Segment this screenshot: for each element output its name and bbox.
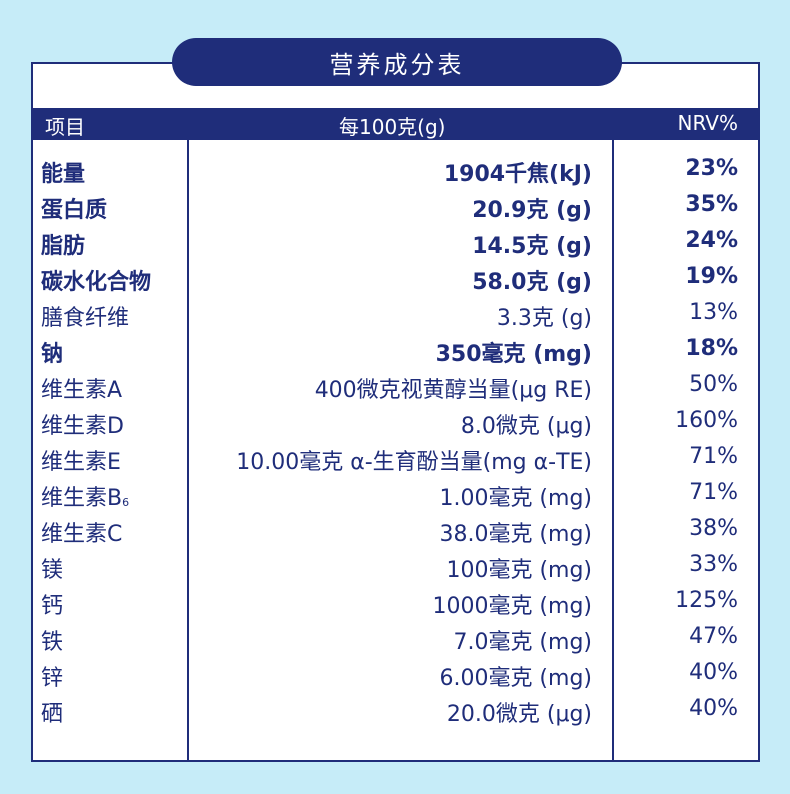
row-name: 钙: [41, 594, 64, 619]
table-row: 钠 350毫克 (mg) 18%: [31, 334, 760, 370]
row-amount: 3.3克 (g): [496, 306, 592, 331]
table-row: 脂肪 14.5克 (g) 24%: [31, 226, 760, 262]
row-name: 维生素D: [41, 414, 124, 439]
row-nrv: 18%: [685, 336, 738, 361]
row-amount: 8.0微克 (μg): [460, 414, 592, 439]
nutrition-table-panel: [31, 62, 760, 762]
row-name: 维生素C: [41, 522, 123, 547]
table-row: 碳水化合物 58.0克 (g) 19%: [31, 262, 760, 298]
table-title: 营养成分表: [172, 38, 622, 86]
row-name-subscript: 6: [122, 496, 130, 509]
row-name: 能量: [41, 162, 86, 187]
row-nrv: 160%: [675, 408, 738, 433]
row-amount: 20.0微克 (μg): [446, 702, 592, 727]
row-amount: 350毫克 (mg): [435, 342, 592, 367]
table-row: 钙 1000毫克 (mg) 125%: [31, 586, 760, 622]
row-name: 锌: [41, 666, 64, 691]
table-row: 锌 6.00毫克 (mg) 40%: [31, 658, 760, 694]
row-amount: 100毫克 (mg): [446, 558, 592, 583]
table-title-text: 营养成分表: [329, 50, 465, 79]
table-row: 维生素D 8.0微克 (μg) 160%: [31, 406, 760, 442]
header-nrv: NRV%: [677, 111, 738, 135]
row-name: 硒: [41, 702, 64, 727]
row-nrv: 33%: [689, 552, 738, 577]
header-amount: 每100克(g): [339, 115, 446, 139]
row-nrv: 13%: [689, 300, 738, 325]
row-amount: 38.0毫克 (mg): [439, 522, 592, 547]
row-nrv: 19%: [685, 264, 738, 289]
row-nrv: 23%: [685, 156, 738, 181]
row-amount: 20.9克 (g): [472, 198, 592, 223]
row-amount: 7.0毫克 (mg): [453, 630, 592, 655]
header-item: 项目: [45, 115, 85, 139]
row-nrv: 50%: [689, 372, 738, 397]
row-nrv: 24%: [685, 228, 738, 253]
row-name: 脂肪: [41, 234, 86, 259]
row-amount: 58.0克 (g): [472, 270, 592, 295]
row-nrv: 125%: [675, 588, 738, 613]
row-amount: 1.00毫克 (mg): [439, 486, 592, 511]
table-row: 维生素A 400微克视黄醇当量(μg RE) 50%: [31, 370, 760, 406]
column-divider-1: [187, 140, 189, 762]
row-amount: 1000毫克 (mg): [432, 594, 592, 619]
row-amount: 14.5克 (g): [472, 234, 592, 259]
row-name: 维生素A: [41, 378, 123, 403]
row-name: 碳水化合物: [41, 270, 152, 295]
table-row: 维生素E 10.00毫克 α-生育酚当量(mg α-TE) 71%: [31, 442, 760, 478]
row-amount: 400微克视黄醇当量(μg RE): [314, 378, 592, 403]
table-row: 维生素B6 1.00毫克 (mg) 71%: [31, 478, 760, 514]
row-nrv: 47%: [689, 624, 738, 649]
table-row: 硒 20.0微克 (μg) 40%: [31, 694, 760, 730]
column-divider-2: [612, 140, 614, 762]
row-name: 维生素E: [41, 450, 121, 475]
row-name: 镁: [41, 558, 64, 583]
row-nrv: 35%: [685, 192, 738, 217]
row-nrv: 71%: [689, 444, 738, 469]
table-row: 铁 7.0毫克 (mg) 47%: [31, 622, 760, 658]
table-row: 膳食纤维 3.3克 (g) 13%: [31, 298, 760, 334]
row-name: 蛋白质: [41, 198, 108, 223]
row-name: 维生素B6: [41, 486, 130, 511]
table-row: 能量 1904千焦(kJ) 23%: [31, 154, 760, 190]
row-name: 膳食纤维: [41, 306, 130, 331]
row-amount: 10.00毫克 α-生育酚当量(mg α-TE): [236, 450, 592, 475]
table-header: 项目 每100克(g) NRV%: [31, 108, 760, 140]
table-row: 蛋白质 20.9克 (g) 35%: [31, 190, 760, 226]
row-name: 铁: [41, 630, 64, 655]
row-nrv: 40%: [689, 696, 738, 721]
table-row: 维生素C 38.0毫克 (mg) 38%: [31, 514, 760, 550]
table-row: 镁 100毫克 (mg) 33%: [31, 550, 760, 586]
row-amount: 6.00毫克 (mg): [439, 666, 592, 691]
row-nrv: 38%: [689, 516, 738, 541]
row-name: 钠: [41, 342, 64, 367]
row-nrv: 40%: [689, 660, 738, 685]
row-amount: 1904千焦(kJ): [443, 162, 592, 187]
row-nrv: 71%: [689, 480, 738, 505]
